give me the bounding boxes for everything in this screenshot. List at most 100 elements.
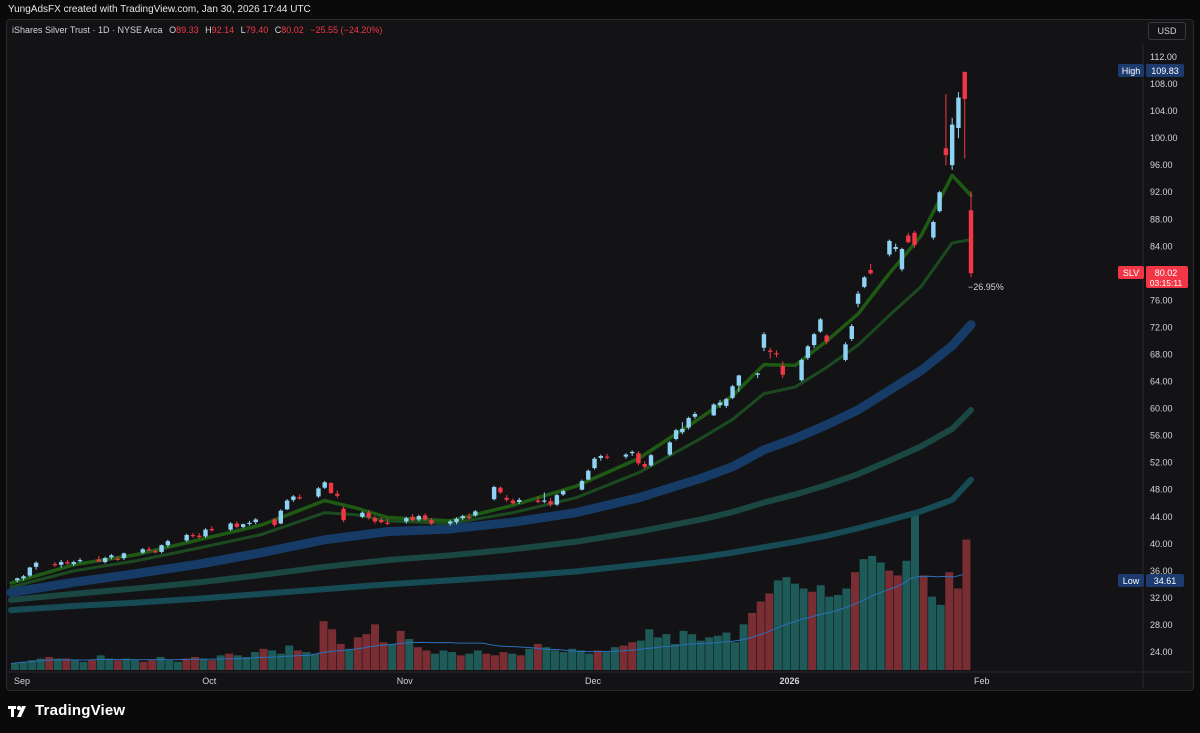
candle-body	[893, 246, 898, 250]
candle-body	[109, 555, 114, 558]
candle-body	[774, 353, 779, 355]
candle-body	[491, 487, 497, 500]
candle-body	[692, 414, 698, 417]
volume-bar	[79, 661, 88, 670]
candle-body	[15, 578, 20, 581]
volume-bar	[173, 661, 182, 670]
candle-body	[673, 430, 679, 440]
open-value: 89.33	[176, 25, 199, 35]
candle-body	[335, 493, 340, 496]
y-tick-label: 44.00	[1150, 512, 1173, 522]
volume-bar	[96, 655, 105, 670]
candle-body	[799, 359, 804, 381]
volume-bar	[88, 660, 97, 670]
tradingview-logo[interactable]: TradingView	[8, 702, 125, 719]
candle-body	[598, 455, 604, 458]
volume-bar	[722, 632, 731, 670]
candle-body	[636, 453, 641, 464]
volume-bars	[10, 515, 971, 670]
volume-bar	[773, 580, 782, 670]
volume-bar	[413, 647, 422, 670]
candle-body	[554, 495, 560, 505]
time-axis[interactable]: Sep Oct Nov Dec 2026 Feb	[14, 676, 990, 686]
candle-body	[404, 518, 409, 522]
volume-bar	[585, 653, 594, 670]
volume-bar	[533, 643, 542, 670]
volume-bar	[148, 660, 157, 670]
volume-bar	[28, 660, 37, 670]
volume-bar	[139, 661, 148, 670]
volume-bar	[962, 539, 971, 670]
candle-body	[604, 456, 610, 458]
candle-body	[253, 519, 258, 523]
volume-bar	[559, 652, 568, 670]
candle-body	[736, 375, 742, 386]
candle-body	[717, 402, 723, 406]
volume-bar	[679, 630, 688, 670]
x-tick-label: Sep	[14, 676, 30, 686]
x-tick-label: Oct	[202, 676, 217, 686]
candle-body	[466, 516, 472, 519]
y-tick-label: 108.00	[1150, 79, 1178, 89]
candle-body	[96, 559, 102, 562]
candle-body	[542, 500, 547, 502]
candle-body	[956, 97, 961, 128]
high-value: 92.14	[211, 25, 235, 35]
candle-body	[504, 497, 509, 500]
volume-bar	[208, 660, 217, 670]
candle-body	[906, 235, 911, 243]
candle-body	[278, 510, 284, 524]
candle-body	[209, 528, 214, 531]
candle-body	[372, 518, 378, 522]
candle-body	[818, 319, 823, 332]
tradingview-logo-icon	[8, 703, 30, 719]
y-tick-label: 28.00	[1150, 620, 1173, 630]
candle-body	[159, 545, 164, 552]
y-tick-label: 100.00	[1150, 133, 1178, 143]
y-tick-label: 56.00	[1150, 431, 1173, 441]
candle-body	[868, 269, 873, 274]
volume-bar	[859, 559, 868, 670]
candle-body	[234, 523, 240, 527]
candle-body	[943, 148, 949, 156]
close-label: C	[274, 25, 282, 35]
volume-bar	[388, 643, 397, 670]
volume-bar	[491, 655, 499, 670]
currency-button[interactable]: USD	[1148, 22, 1186, 40]
volume-bar	[825, 596, 834, 670]
volume-bar	[276, 653, 285, 670]
last-price-value: 80.02	[1155, 268, 1178, 278]
candle-body	[824, 335, 829, 342]
volume-bar	[928, 596, 937, 670]
candle-body	[862, 277, 867, 287]
volume-bar	[311, 653, 319, 670]
candle-body	[27, 567, 33, 576]
candle-body	[931, 221, 936, 238]
volume-bar	[422, 650, 431, 670]
volume-bar	[293, 650, 302, 670]
high-price-tag: High 109.83	[1118, 64, 1184, 77]
candle-body	[140, 549, 145, 553]
y-tick-label: 76.00	[1150, 295, 1173, 305]
volume-bar	[851, 572, 859, 670]
candle-body	[228, 523, 233, 530]
candle-body	[378, 520, 384, 523]
volume-bar	[688, 634, 697, 670]
high-label: H	[205, 25, 212, 35]
volume-bar	[233, 655, 242, 670]
volume-bar	[671, 643, 679, 670]
candle-body	[937, 192, 942, 212]
candle-body	[535, 500, 541, 502]
volume-bar	[508, 653, 517, 670]
volume-bar	[379, 642, 388, 670]
y-tick-label: 112.00	[1150, 52, 1177, 62]
candle-body	[410, 516, 415, 521]
candle-body	[341, 508, 346, 521]
candle-body	[510, 500, 516, 504]
volume-bar	[619, 645, 628, 670]
candle-body	[146, 549, 152, 551]
price-axis[interactable]: 24.00 28.00 32.00 36.00 40.00 44.00 48.00 52.00…	[1150, 52, 1178, 657]
y-tick-label: 96.00	[1150, 160, 1173, 170]
volume-bar	[636, 640, 645, 670]
